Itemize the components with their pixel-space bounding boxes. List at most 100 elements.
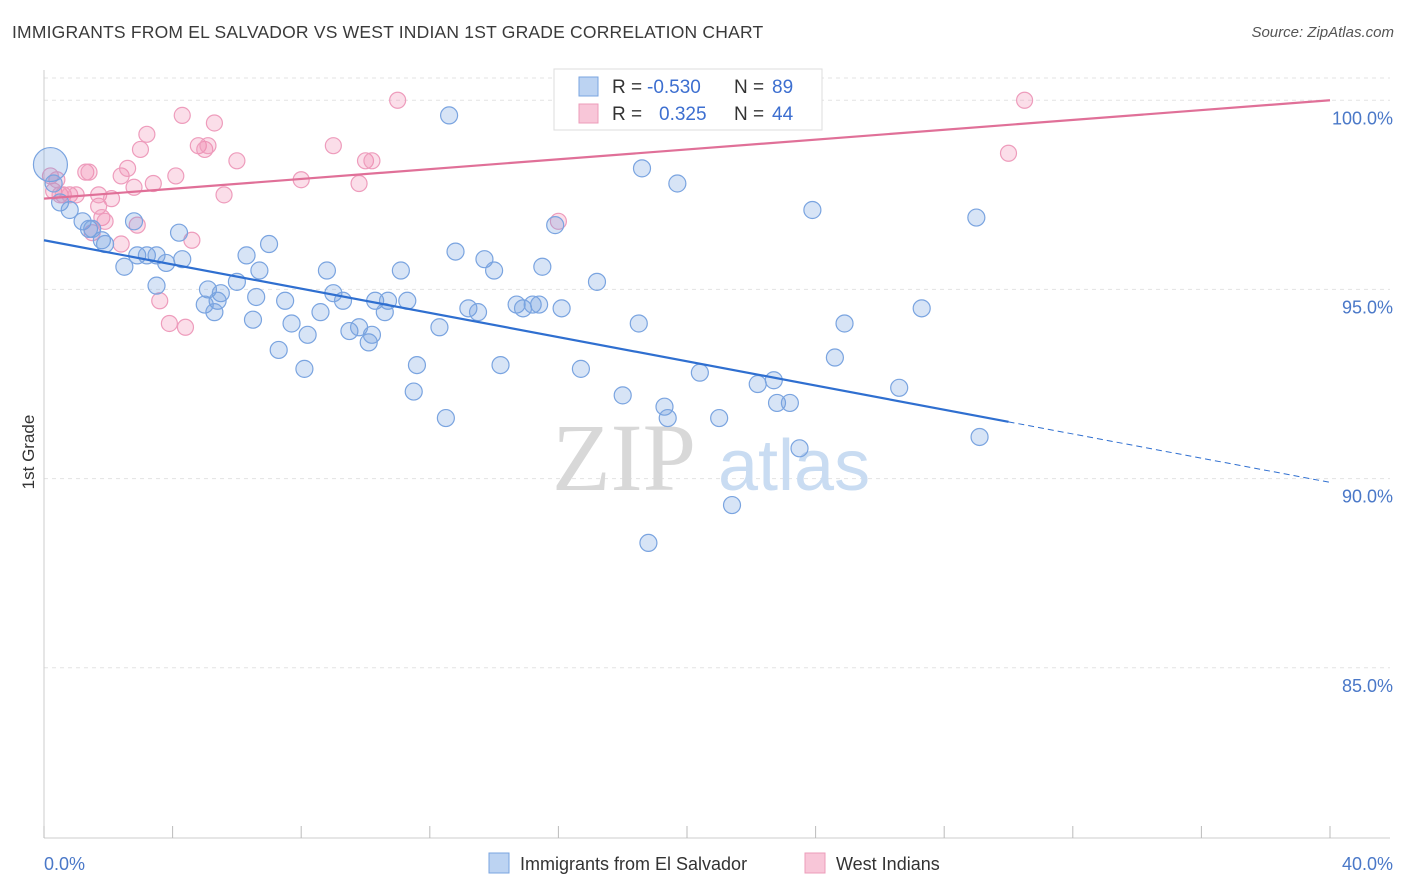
point-el-salvador [205, 303, 224, 322]
legend-swatch-pink [578, 103, 599, 124]
point-west-indians [112, 235, 130, 253]
point-el-salvador [468, 303, 488, 322]
legend-n-label-pink: N = [734, 104, 764, 125]
y-tick-label: 90.0% [1342, 487, 1393, 507]
point-el-salvador [767, 393, 787, 413]
point-el-salvador [890, 378, 909, 397]
y-tick-labels: 85.0% 90.0% 95.0% 100.0% [1332, 108, 1393, 695]
point-el-salvador [243, 310, 263, 329]
point-el-salvador [613, 386, 632, 405]
point-el-salvador [491, 355, 510, 375]
point-el-salvador [629, 314, 648, 333]
legend-r-label-pink: R = [612, 104, 642, 125]
point-el-salvador [825, 348, 844, 367]
trend-line-el-salvador [43, 239, 1009, 423]
point-west-indians [176, 318, 195, 336]
y-tick-label: 85.0% [1342, 676, 1393, 696]
point-el-salvador [523, 295, 542, 314]
bottom-legend: Immigrants from El Salvador West Indians [488, 852, 940, 874]
legend-n-value-blue: 89 [772, 77, 793, 98]
point-west-indians [151, 292, 169, 310]
point-west-indians [999, 144, 1018, 162]
point-west-indians [131, 140, 150, 159]
point-el-salvador [912, 299, 931, 318]
point-el-salvador [407, 355, 427, 375]
point-west-indians [228, 152, 246, 170]
point-el-salvador [459, 299, 478, 318]
trend-line-el-salvador-extension [1008, 421, 1331, 483]
point-el-salvador [60, 200, 79, 220]
point-el-salvador [282, 314, 301, 333]
point-el-salvador [247, 287, 266, 307]
point-el-salvador [668, 174, 687, 193]
bottom-legend-swatch-blue [488, 852, 510, 874]
point-el-salvador [404, 382, 423, 401]
point-el-salvador [446, 242, 465, 261]
point-el-salvador [32, 146, 69, 183]
point-el-salvador [317, 261, 337, 280]
point-west-indians [356, 152, 375, 170]
point-el-salvador [790, 439, 809, 458]
point-west-indians [549, 212, 568, 230]
point-el-salvador [124, 212, 144, 231]
point-el-salvador [362, 325, 382, 344]
point-el-salvador [173, 250, 192, 269]
trend-lines [43, 99, 1331, 483]
watermark: ZIP atlas [552, 404, 870, 511]
watermark-zip: ZIP [552, 404, 696, 511]
point-west-indians [160, 314, 178, 333]
point-el-salvador [73, 212, 92, 231]
point-west-indians [138, 125, 156, 143]
point-el-salvador [571, 359, 591, 378]
point-el-salvador [237, 246, 256, 265]
point-el-salvador [276, 291, 295, 310]
y-tick-label: 100.0% [1332, 108, 1393, 128]
point-el-salvador [311, 303, 330, 322]
point-el-salvador [269, 340, 288, 360]
grid-lines [44, 77, 1390, 669]
chart-source: Source: ZipAtlas.com [1251, 24, 1394, 41]
point-west-indians [173, 106, 191, 124]
point-el-salvador [722, 495, 742, 515]
point-el-salvador [970, 427, 989, 447]
x-tick-label: 40.0% [1342, 854, 1393, 874]
point-west-indians [128, 216, 146, 234]
point-el-salvador [83, 219, 102, 238]
point-el-salvador [485, 261, 504, 280]
point-el-salvador [439, 106, 459, 125]
point-el-salvador [533, 257, 552, 276]
point-west-indians [205, 114, 223, 132]
point-el-salvador [436, 408, 455, 428]
point-el-salvador [295, 359, 314, 378]
legend-n-label-blue: N = [734, 77, 764, 98]
point-el-salvador [803, 200, 822, 220]
chart-title: IMMIGRANTS FROM EL SALVADOR VS WEST INDI… [12, 22, 764, 42]
point-el-salvador [552, 299, 571, 318]
trend-line-west-indians [43, 99, 1331, 200]
point-el-salvador [530, 295, 549, 314]
point-el-salvador [259, 234, 279, 254]
point-el-salvador [298, 325, 317, 344]
x-tick-label: 0.0% [44, 854, 85, 874]
legend-n-value-pink: 44 [772, 104, 794, 125]
point-west-indians [61, 186, 79, 204]
point-west-indians [80, 163, 98, 181]
point-west-indians [199, 137, 217, 155]
point-el-salvador [250, 261, 269, 280]
bottom-legend-label-pink: West Indians [836, 854, 940, 874]
watermark-atlas: atlas [718, 426, 870, 506]
axes [43, 70, 1390, 839]
point-west-indians [324, 137, 342, 155]
point-el-salvador [391, 261, 410, 280]
point-el-salvador [748, 374, 767, 394]
bottom-legend-label-blue: Immigrants from El Salvador [520, 854, 747, 874]
legend-r-label-blue: R = [612, 77, 642, 98]
series-west-indians [41, 91, 1034, 336]
legend-r-value-pink: 0.325 [659, 104, 707, 125]
point-el-salvador [195, 295, 214, 314]
point-el-salvador [710, 408, 729, 428]
legend-r-value-blue: -0.530 [647, 77, 701, 98]
point-el-salvador [690, 363, 709, 382]
point-el-salvador [546, 216, 565, 235]
